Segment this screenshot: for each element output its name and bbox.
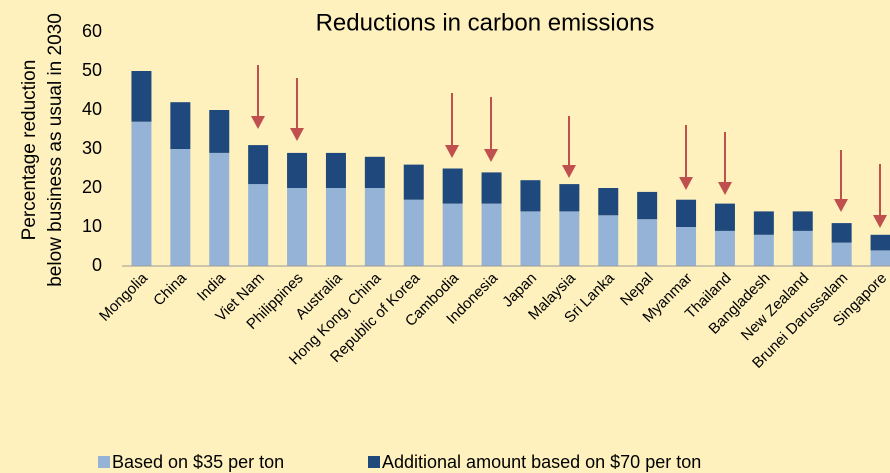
legend-label: Additional amount based on $70 per ton [382,452,701,472]
bar-segment [714,203,735,231]
arrow [484,97,498,162]
bar-segment [753,211,774,235]
bar-segment [131,71,152,122]
y-tick-label: 40 [82,99,102,119]
bar-segment [637,191,658,220]
bar-segment [403,199,424,266]
arrow [445,93,459,158]
bar-segment [792,230,813,266]
bar-segment [598,188,619,216]
y-tick-label: 0 [92,255,102,275]
y-tick-label: 50 [82,60,102,80]
bar-segment [442,203,463,266]
bar-segment [131,121,152,266]
bar-segment [481,172,502,204]
bar-segment [287,188,308,266]
bar-segment [287,152,308,188]
bar-segment [248,145,269,185]
y-tick-label: 60 [82,21,102,41]
arrow [290,78,304,141]
y-axis-title: Percentage reduction below business as u… [19,13,66,287]
bar-segment [364,156,385,188]
chart-title: Reductions in carbon emissions [316,9,655,36]
legend-label: Based on $35 per ton [112,452,284,472]
bar-segment [520,211,541,266]
arrow [718,132,732,195]
y-tick-label: 30 [82,138,102,158]
bar-segment [325,188,346,266]
bar-segment [870,234,890,251]
y-axis-title-line: below business as usual in 2030 [45,13,66,287]
arrow [873,164,887,228]
y-axis-title-line: Percentage reduction [19,60,40,241]
bar-segment [676,227,697,266]
bar-segment [870,250,890,266]
bar-segment [792,211,813,231]
legend-swatch [368,456,380,468]
bar-segment [481,203,502,266]
bar-segment [831,223,852,243]
bar-segment [170,102,191,149]
bar-segment [676,199,697,227]
bar-segment [753,234,774,266]
legend-swatch [98,456,110,468]
bar-segment [442,168,463,204]
bar-segment [637,219,658,266]
bar-segment [559,211,580,266]
annotation-arrows [251,65,887,228]
bar-segment [209,152,230,266]
x-tick-label: China [150,269,190,309]
arrow [834,150,848,212]
bar-segment [170,149,191,266]
bar-segment [831,242,852,266]
bar-segment [714,230,735,266]
bar-segment [559,184,580,212]
x-tick-label: Mongolia [96,269,152,325]
x-tick-label: India [194,269,229,304]
bar-segment [364,188,385,266]
bar-segment [598,215,619,266]
bar-segment [248,184,269,266]
bar-segment [209,110,230,153]
arrow [251,65,265,129]
bar-segment [325,152,346,188]
arrow [679,125,693,190]
bar-segment [520,180,541,212]
y-tick-label: 10 [82,216,102,236]
y-tick-label: 20 [82,177,102,197]
arrow [562,116,576,178]
bar-segment [403,164,424,200]
